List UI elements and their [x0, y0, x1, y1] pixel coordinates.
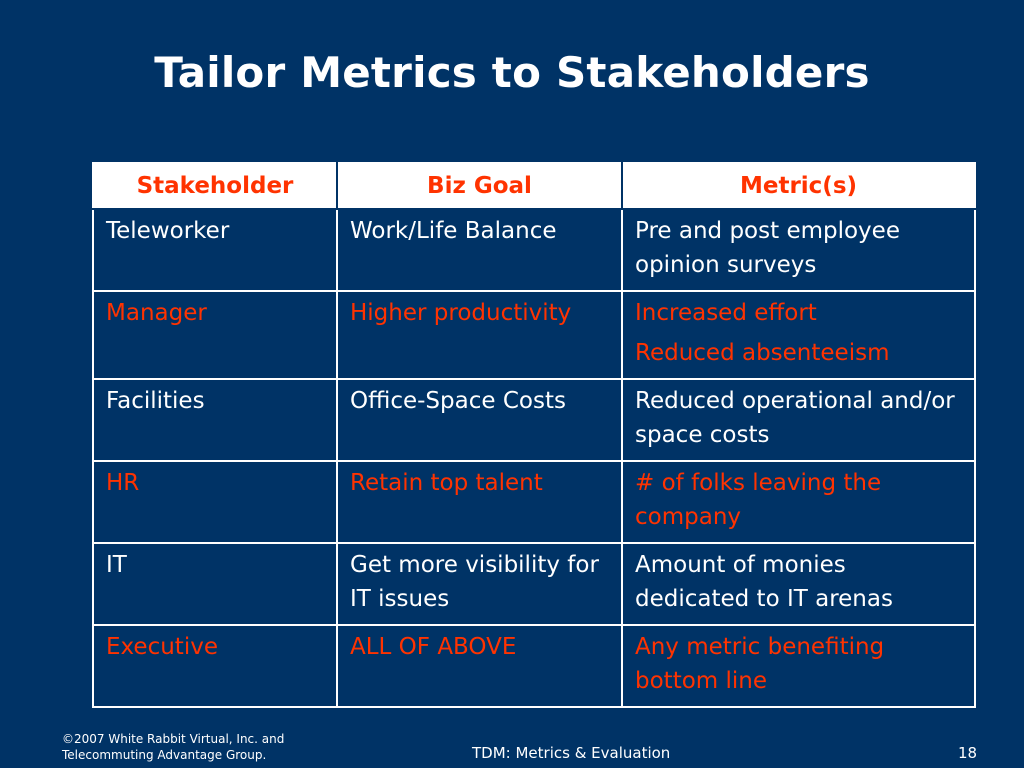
- cell-metric: Reduced operational and/or space costs: [621, 378, 976, 462]
- table-row: Executive ALL OF ABOVE Any metric benefi…: [92, 624, 976, 708]
- header-metrics: Metric(s): [621, 162, 976, 210]
- cell-biz-goal: Office-Space Costs: [336, 378, 623, 462]
- header-biz-goal: Biz Goal: [336, 162, 623, 210]
- copyright-line: ©2007 White Rabbit Virtual, Inc. and: [62, 732, 285, 746]
- cell-metric: Amount of monies dedicated to IT arenas: [621, 542, 976, 626]
- table-row: Manager Higher productivity Increased ef…: [92, 290, 976, 380]
- metric-line: Increased effort: [635, 300, 817, 326]
- cell-biz-goal: Retain top talent: [336, 460, 623, 544]
- cell-metric: # of folks leaving the company: [621, 460, 976, 544]
- cell-metric: Pre and post employee opinion surveys: [621, 208, 976, 292]
- cell-biz-goal: Higher productivity: [336, 290, 623, 380]
- table-row: Facilities Office-Space Costs Reduced op…: [92, 378, 976, 462]
- cell-stakeholder: Executive: [92, 624, 338, 708]
- table-header-row: Stakeholder Biz Goal Metric(s): [92, 162, 976, 210]
- table-row: Teleworker Work/Life Balance Pre and pos…: [92, 208, 976, 292]
- cell-biz-goal: ALL OF ABOVE: [336, 624, 623, 708]
- cell-biz-goal: Work/Life Balance: [336, 208, 623, 292]
- cell-metric: Increased effort Reduced absenteeism: [621, 290, 976, 380]
- copyright-notice: ©2007 White Rabbit Virtual, Inc. and Tel…: [62, 731, 284, 763]
- slide-title: Tailor Metrics to Stakeholders: [154, 48, 870, 97]
- cell-stakeholder: HR: [92, 460, 338, 544]
- cell-stakeholder: Facilities: [92, 378, 338, 462]
- metric-line: Reduced absenteeism: [635, 340, 890, 366]
- cell-stakeholder: IT: [92, 542, 338, 626]
- cell-biz-goal: Get more visibility for IT issues: [336, 542, 623, 626]
- table-row: HR Retain top talent # of folks leaving …: [92, 460, 976, 544]
- header-stakeholder: Stakeholder: [92, 162, 338, 210]
- footer-title: TDM: Metrics & Evaluation: [472, 744, 671, 762]
- cell-stakeholder: Manager: [92, 290, 338, 380]
- copyright-line: Telecommuting Advantage Group.: [62, 748, 267, 762]
- stakeholder-metrics-table: Stakeholder Biz Goal Metric(s) Teleworke…: [92, 162, 976, 708]
- page-number: 18: [958, 744, 978, 762]
- table-row: IT Get more visibility for IT issues Amo…: [92, 542, 976, 626]
- cell-metric: Any metric benefiting bottom line: [621, 624, 976, 708]
- cell-stakeholder: Teleworker: [92, 208, 338, 292]
